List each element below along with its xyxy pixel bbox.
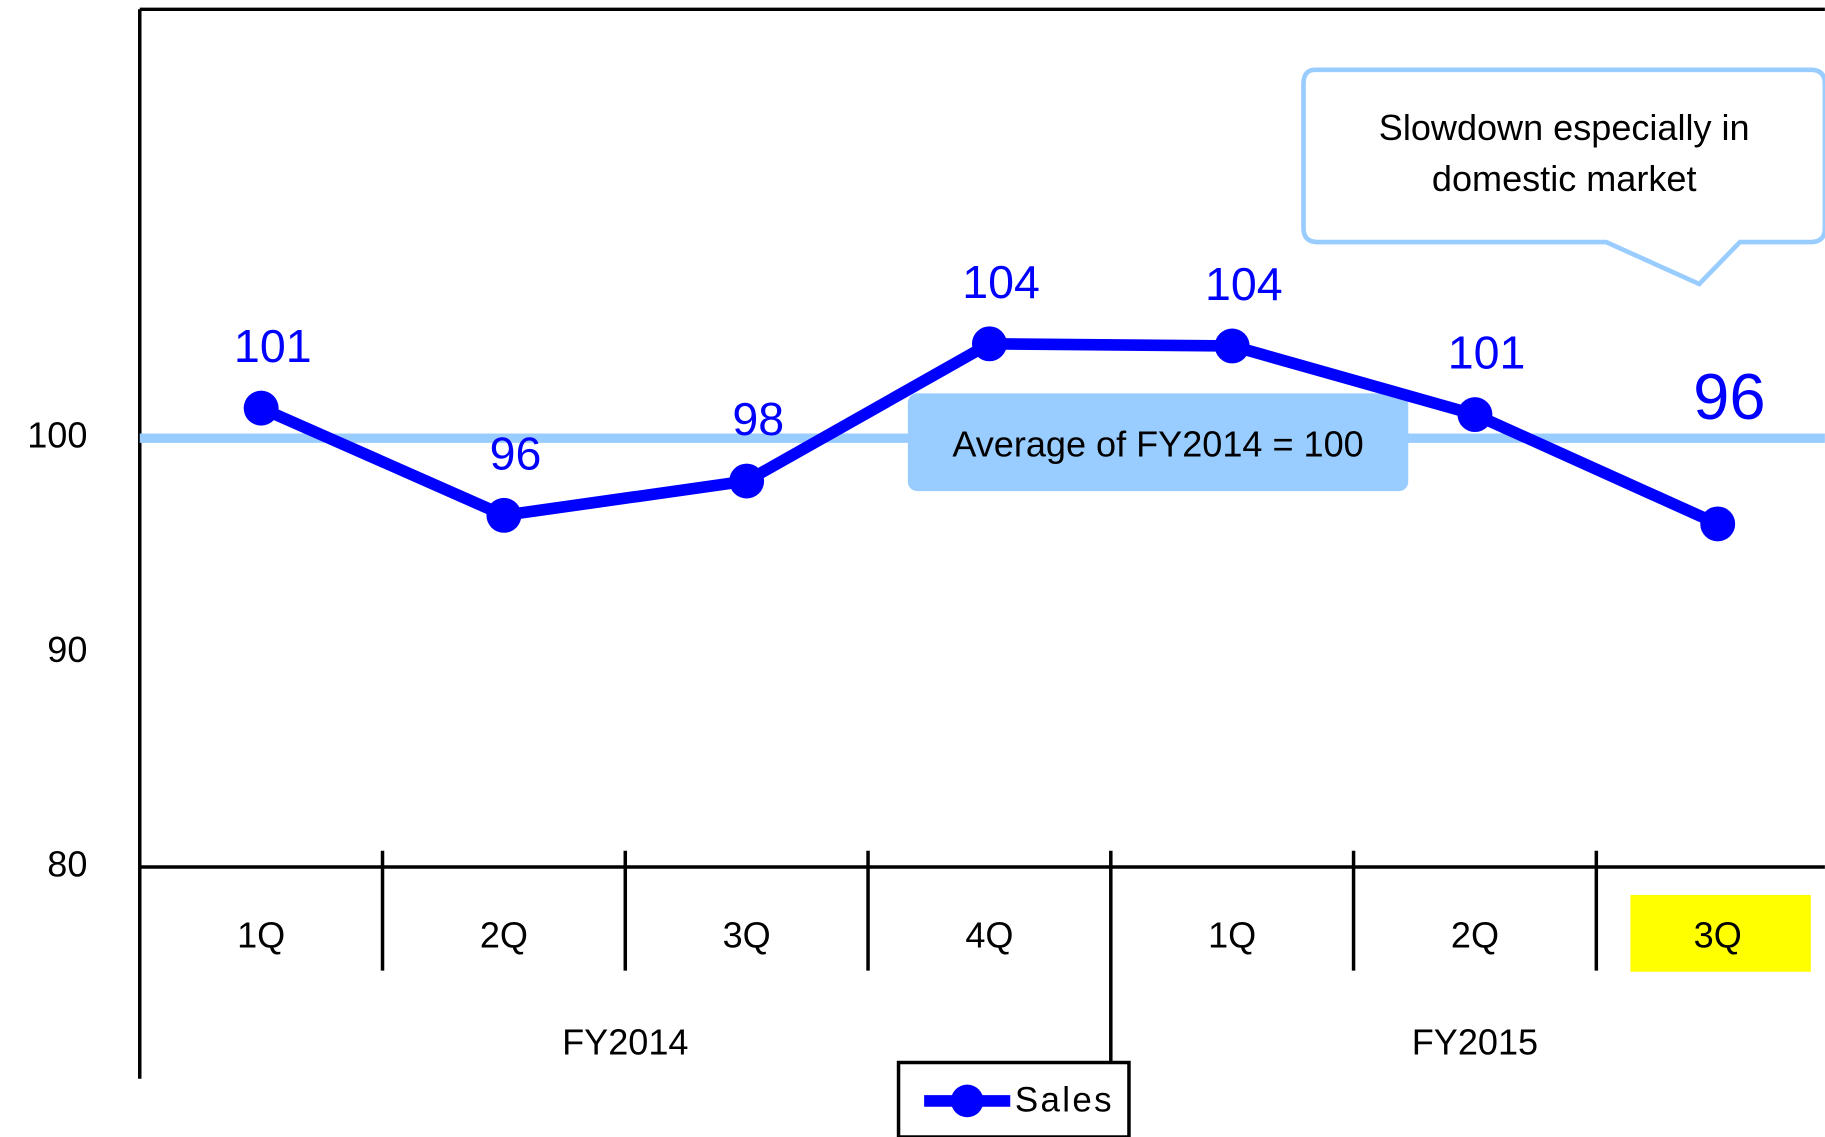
- data-label: 101: [234, 320, 312, 372]
- data-point: [729, 463, 765, 499]
- data-point: [486, 497, 522, 533]
- reference-label: Average of FY2014 = 100: [952, 423, 1363, 464]
- x-tick-label: 2Q: [1451, 915, 1499, 956]
- data-point: [1457, 397, 1493, 433]
- callout-text: domestic market: [1432, 158, 1697, 199]
- data-point: [971, 326, 1007, 362]
- callout-text: Slowdown especially in: [1379, 107, 1750, 148]
- data-point: [1214, 328, 1250, 364]
- y-tick-label: 90: [47, 629, 87, 670]
- x-tick-label: 1Q: [237, 915, 285, 956]
- data-point: [1700, 506, 1736, 542]
- legend-marker: [950, 1084, 984, 1118]
- x-tick-label: 3Q: [1694, 915, 1742, 956]
- data-label: 96: [1693, 360, 1765, 433]
- data-label: 98: [732, 393, 784, 445]
- highlight: [1630, 894, 1811, 972]
- data-label: 104: [962, 256, 1040, 308]
- data-label: 96: [490, 427, 542, 479]
- x-tick-label: 2Q: [480, 915, 528, 956]
- group-label: FY2015: [1412, 1022, 1538, 1063]
- callout: [1301, 67, 1825, 287]
- data-point: [243, 390, 279, 426]
- data-label: 101: [1448, 327, 1526, 379]
- x-tick-label: 3Q: [723, 915, 771, 956]
- x-tick-label: 1Q: [1208, 915, 1256, 956]
- reference-label-box: [907, 393, 1409, 492]
- data-label: 104: [1205, 258, 1283, 310]
- y-tick-label: 80: [47, 844, 87, 885]
- group-label: FY2014: [562, 1022, 688, 1063]
- legend-label: Sales: [1015, 1080, 1114, 1119]
- y-tick-label: 100: [27, 415, 87, 456]
- x-tick-label: 4Q: [965, 915, 1013, 956]
